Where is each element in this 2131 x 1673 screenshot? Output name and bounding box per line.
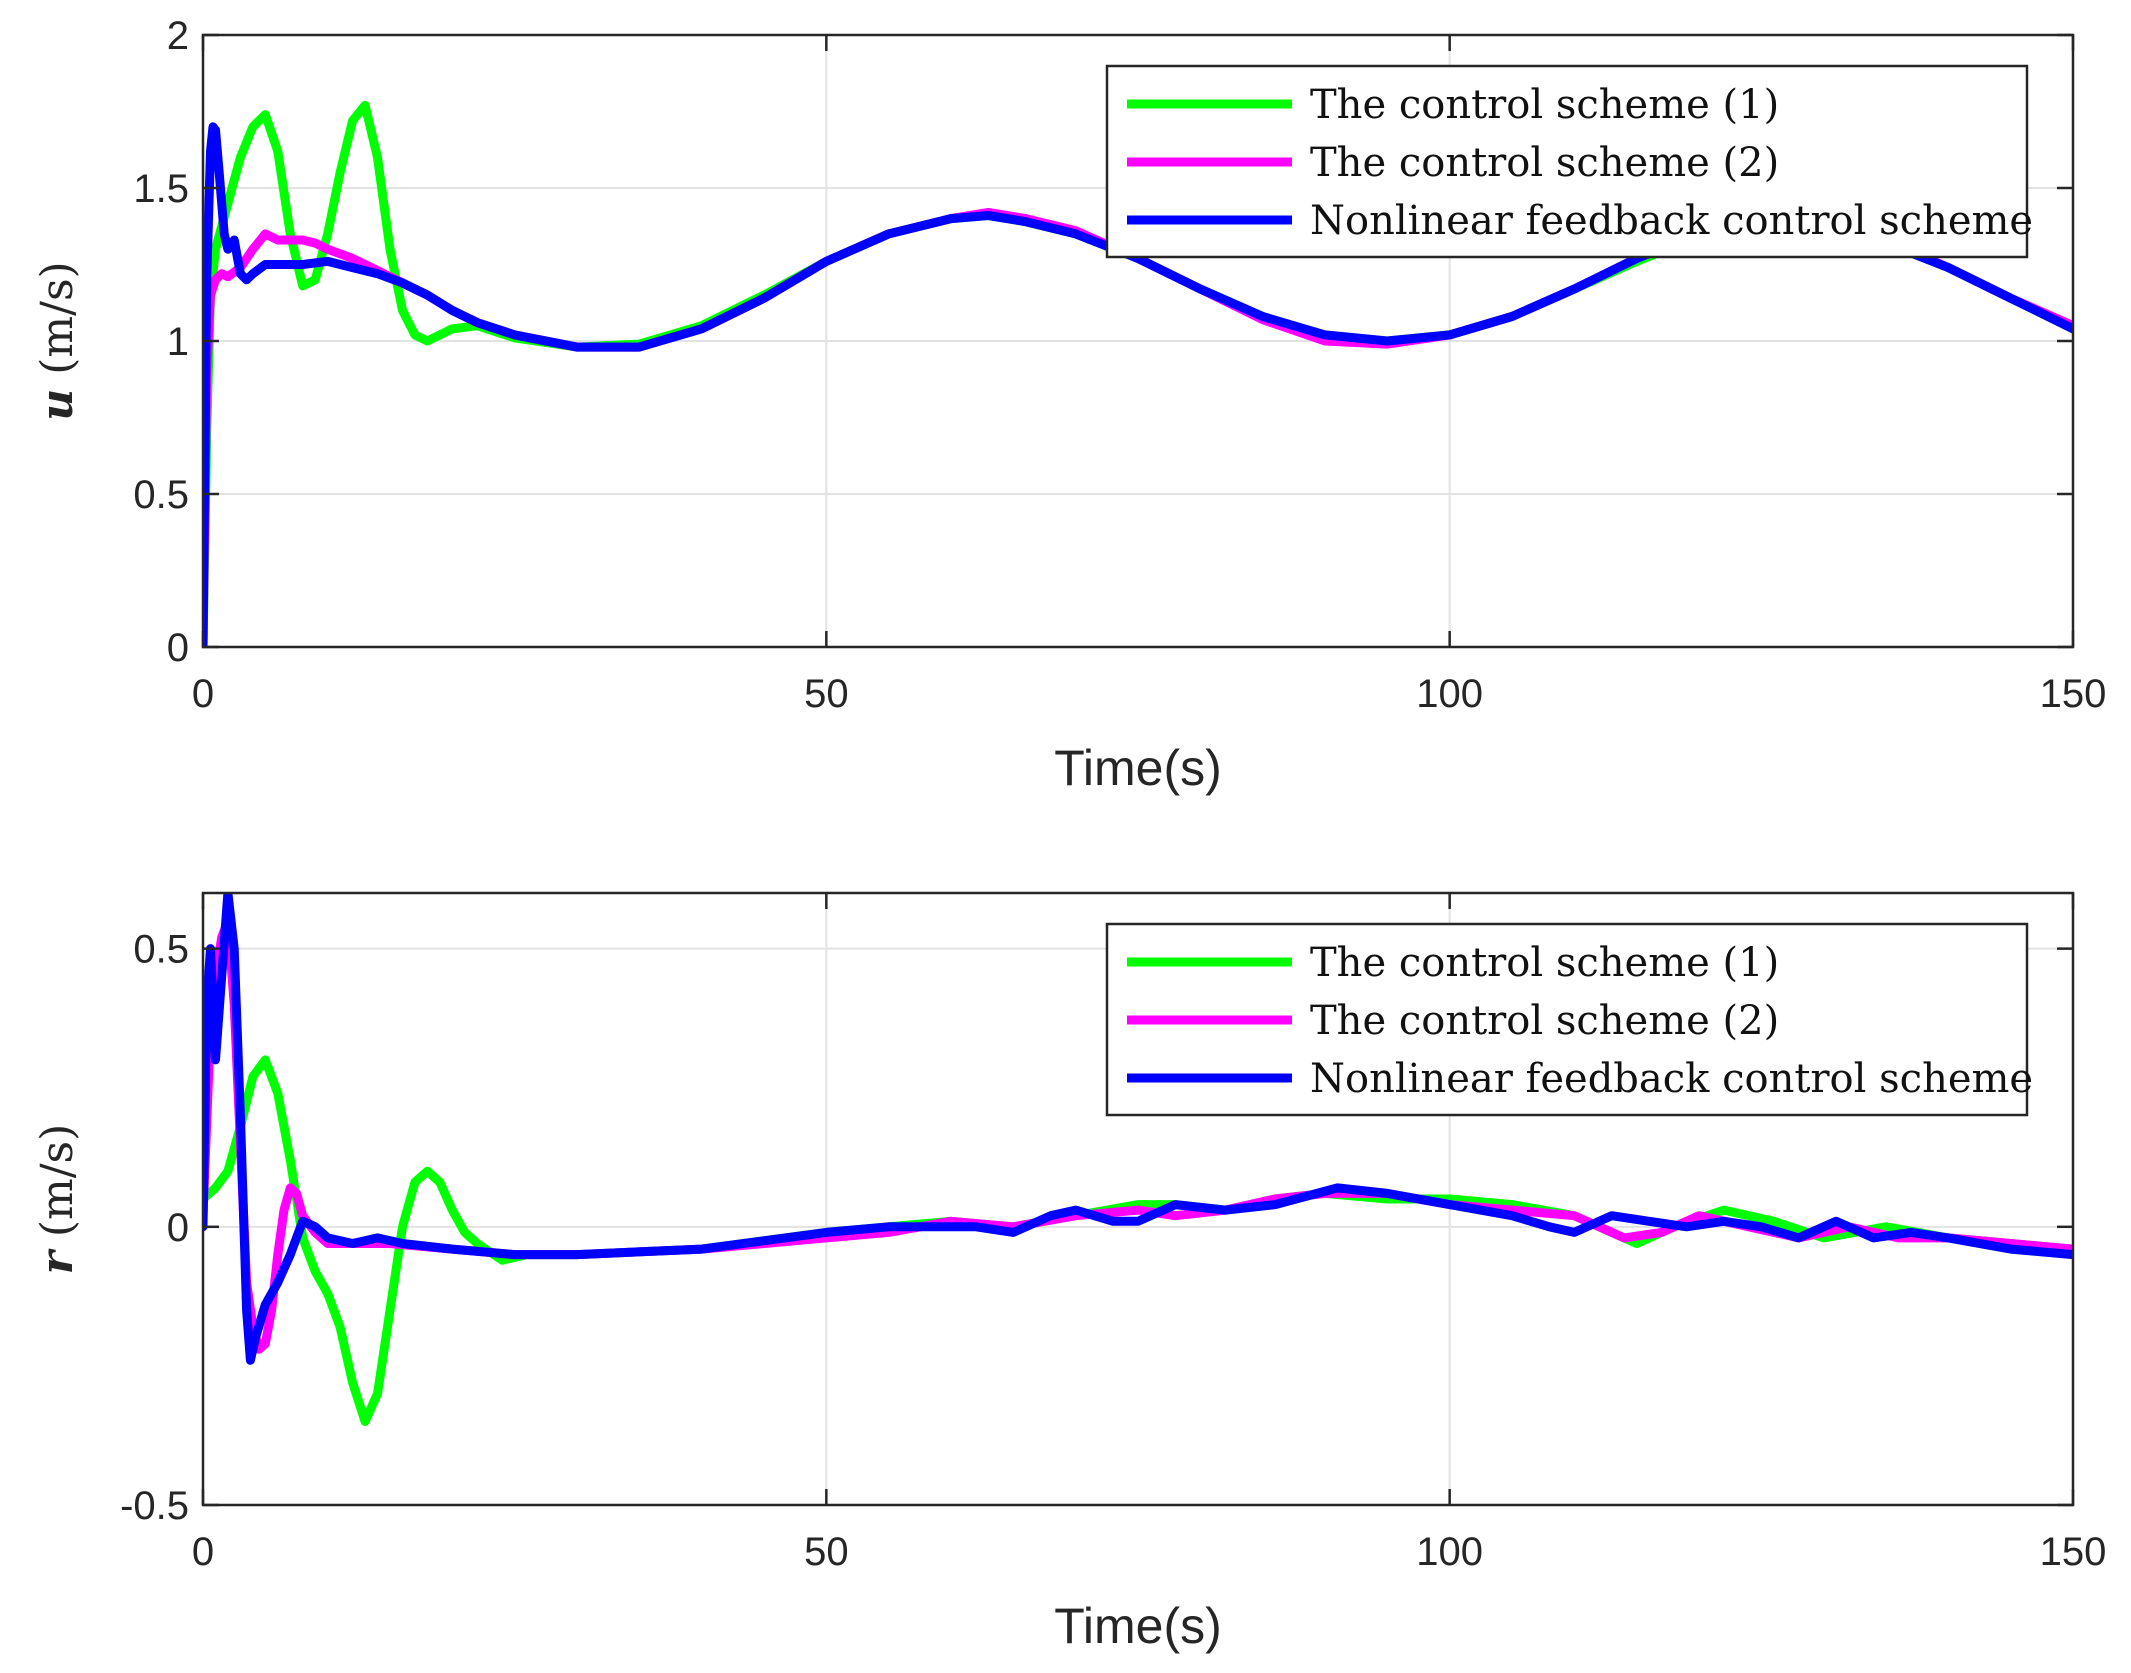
y-tick-label: -0.5: [120, 1484, 189, 1528]
series-group: [203, 100, 2073, 647]
y-axis-unit: (m/s): [32, 1124, 83, 1251]
x-tick-label: 150: [2040, 1530, 2107, 1574]
legend-label-1: The control scheme (1): [1310, 82, 1779, 128]
x-tick-label: 150: [2040, 672, 2107, 716]
y-tick-label: 0: [167, 626, 189, 670]
x-tick-label: 100: [1416, 672, 1483, 716]
legend-label-1: The control scheme (1): [1310, 940, 1779, 986]
axes-box: [201, 891, 2075, 1507]
x-axis-label: Time(s): [1054, 740, 1222, 796]
legend-label-2: The control scheme (2): [1310, 140, 1779, 186]
series-group: [203, 893, 2073, 1426]
series-line-3: [203, 893, 2073, 1365]
x-tick-label: 50: [804, 1530, 849, 1574]
x-axis-label: Time(s): [1054, 1598, 1222, 1654]
x-tick-label: 100: [1416, 1530, 1483, 1574]
y-axis-label: u (m/s): [32, 261, 83, 420]
y-tick-label: 0.5: [133, 473, 189, 517]
y-tick-label: 2: [167, 14, 189, 58]
x-tick-label: 0: [192, 672, 214, 716]
y-axis-variable: u: [32, 389, 83, 421]
x-tick-label: 0: [192, 1530, 214, 1574]
y-tick-label: 0.5: [133, 928, 189, 972]
y-axis-unit: (m/s): [32, 261, 83, 388]
legend-label-3: Nonlinear feedback control scheme: [1310, 1056, 2033, 1102]
y-tick-label: 0: [167, 1206, 189, 1250]
legend-label-2: The control scheme (2): [1310, 998, 1779, 1044]
x-tick-label: 50: [804, 672, 849, 716]
y-axis-label: r (m/s): [32, 1124, 83, 1275]
legend: The control scheme (1) The control scheme…: [1105, 922, 2033, 1117]
series-line-3: [203, 122, 2073, 647]
y-tick-label: 1: [167, 320, 189, 364]
legend-label-3: Nonlinear feedback control scheme: [1310, 198, 2033, 244]
top-panel-u: 0 50 100 150 0 0.5 1 1.5 2 Time(s) u (m/s) The cont…: [32, 14, 2106, 796]
legend: The control scheme (1) The control scheme…: [1105, 64, 2033, 259]
y-tick-label: 1.5: [133, 167, 189, 211]
y-axis-variable: r: [32, 1248, 83, 1274]
